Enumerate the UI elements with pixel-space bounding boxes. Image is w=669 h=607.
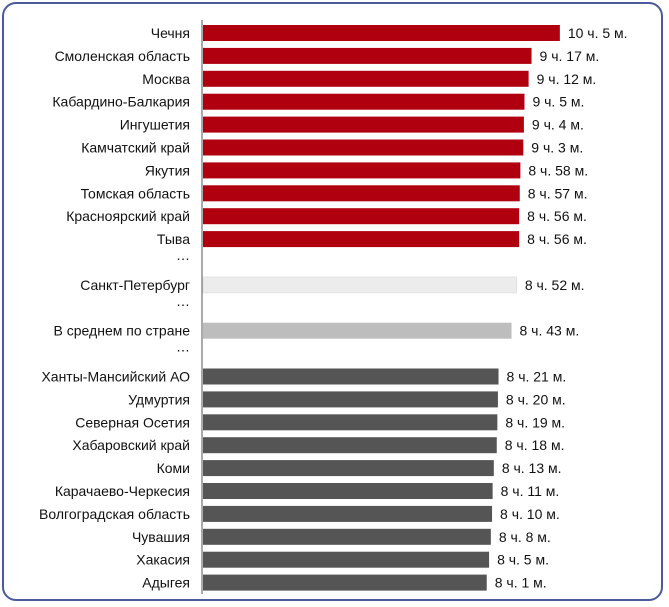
category-label: Тыва: [157, 231, 190, 247]
category-label: В среднем по стране: [54, 323, 191, 339]
bar: [203, 574, 487, 591]
category-label: Чувашия: [132, 529, 190, 545]
value-label: 8 ч. 8 м.: [499, 529, 551, 545]
bar: [203, 208, 520, 225]
category-label: Удмуртия: [128, 391, 190, 407]
value-label: 9 ч. 12 м.: [537, 71, 597, 87]
value-label: 8 ч. 18 м.: [505, 437, 565, 453]
category-label: Москва: [142, 71, 190, 87]
bar: [203, 414, 498, 431]
value-label: 8 ч. 58 м.: [528, 162, 588, 178]
bar: [203, 116, 524, 133]
value-label: 8 ч. 10 м.: [500, 506, 560, 522]
bar: [203, 460, 494, 477]
bar: [202, 276, 518, 294]
bar: [203, 25, 560, 41]
gap-ellipsis: …: [176, 339, 190, 355]
value-label: 8 ч. 52 м.: [525, 277, 585, 293]
value-label: 8 ч. 56 м.: [527, 231, 587, 247]
category-label: Хакасия: [136, 552, 190, 568]
bar: [203, 391, 498, 408]
value-label: 9 ч. 4 м.: [532, 117, 584, 133]
bar: [203, 551, 490, 568]
value-label: 8 ч. 5 м.: [497, 552, 549, 568]
value-label: 8 ч. 19 м.: [505, 414, 565, 430]
bar: [203, 185, 520, 202]
bar: [203, 139, 524, 156]
bar: [203, 368, 499, 385]
bar: [203, 505, 493, 522]
category-label: Коми: [157, 460, 190, 476]
category-label: Красноярский край: [66, 208, 190, 224]
bar: [203, 162, 521, 179]
value-label: 8 ч. 43 м.: [520, 323, 580, 339]
gap-ellipsis: …: [176, 293, 190, 309]
value-label: 9 ч. 17 м.: [540, 48, 600, 64]
category-label: Камчатский край: [81, 140, 190, 156]
bar: [203, 47, 532, 64]
bar: [203, 437, 497, 454]
value-label: 8 ч. 57 м.: [528, 185, 588, 201]
category-label: Адыгея: [142, 575, 190, 591]
gap-ellipsis: …: [176, 247, 190, 263]
value-label: 8 ч. 1 м.: [495, 575, 547, 591]
bar: [203, 322, 512, 339]
value-label: 8 ч. 13 м.: [502, 460, 562, 476]
bar: [203, 70, 529, 87]
category-label: Якутия: [145, 162, 190, 178]
value-label: 10 ч. 5 м.: [568, 25, 628, 41]
category-label: Смоленская область: [55, 48, 190, 64]
category-label: Кабардино-Балкария: [52, 94, 190, 110]
bar: [203, 93, 525, 110]
value-label: 8 ч. 21 м.: [507, 369, 567, 385]
value-label: 9 ч. 5 м.: [532, 94, 584, 110]
category-label: Ингушетия: [120, 117, 190, 133]
category-label: Чечня: [151, 25, 190, 41]
category-label: Волгоградская область: [39, 506, 190, 522]
category-label: Северная Осетия: [75, 414, 190, 430]
category-label: Томская область: [81, 185, 190, 201]
category-label: Ханты-Мансийский АО: [41, 369, 190, 385]
value-label: 8 ч. 56 м.: [527, 208, 587, 224]
bar: [203, 528, 491, 545]
value-label: 8 ч. 20 м.: [506, 391, 566, 407]
bar: [203, 231, 520, 248]
value-label: 8 ч. 11 м.: [501, 483, 560, 499]
value-label: 9 ч. 3 м.: [531, 140, 583, 156]
category-label: Карачаево-Черкесия: [55, 483, 190, 499]
category-label: Санкт-Петербург: [80, 277, 190, 293]
bar: [203, 483, 493, 499]
category-label: Хабаровский край: [72, 437, 190, 453]
